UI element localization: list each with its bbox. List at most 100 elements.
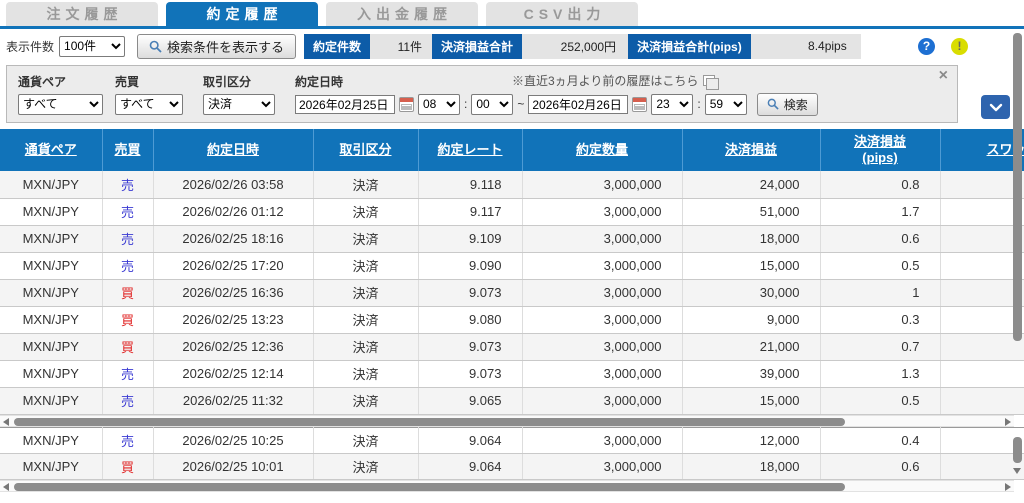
search-icon (767, 98, 779, 110)
cell-swap (940, 306, 1024, 334)
column-header-sort[interactable]: 約定日時 (153, 129, 314, 171)
display-count-select[interactable]: 100件 (59, 35, 126, 57)
scroll-down-arrow-icon[interactable] (1013, 468, 1021, 474)
cell-datetime: 2026/02/25 12:14 (153, 360, 314, 388)
display-count-label: 表示件数 (6, 39, 55, 54)
cell-quantity: 3,000,000 (522, 333, 683, 361)
column-header-sort[interactable]: スワップ (940, 129, 1024, 171)
cell-quantity: 3,000,000 (522, 252, 683, 280)
cell-swap (940, 360, 1024, 388)
tab-label: 注文履歴 (46, 6, 123, 22)
cell-rate: 9.080 (418, 306, 523, 334)
table-row[interactable]: MXN/JPY 買 2026/02/25 12:36 決済 9.073 3,00… (0, 333, 1024, 361)
datetime-filter-label: 約定日時 (295, 74, 344, 89)
horizontal-scrollbar-thumb[interactable] (14, 482, 845, 491)
cell-datetime: 2026/02/25 10:01 (153, 453, 314, 480)
pair-filter-select[interactable]: すべて (18, 93, 103, 115)
hour-to-select[interactable]: 23 (651, 93, 694, 115)
minute-from-select[interactable]: 00 (471, 93, 514, 115)
date-from-input[interactable] (295, 94, 395, 114)
cell-pair: MXN/JPY (0, 453, 103, 480)
table-row[interactable]: MXN/JPY 売 2026/02/25 12:14 決済 9.073 3,00… (0, 360, 1024, 388)
scroll-right-arrow-icon[interactable] (1005, 417, 1011, 426)
cell-pips: 0.5 (820, 387, 941, 415)
column-header-sort[interactable]: 約定レート (418, 129, 523, 171)
cell-pips: 1.3 (820, 360, 941, 388)
minute-to-select[interactable]: 59 (704, 93, 747, 115)
column-header-sort[interactable]: 通貨ペア (0, 129, 103, 171)
scroll-left-arrow-icon[interactable] (3, 417, 9, 426)
calendar-icon[interactable] (399, 96, 414, 112)
cell-type: 決済 (313, 171, 419, 199)
table-row[interactable]: MXN/JPY 売 2026/02/25 11:32 決済 9.065 3,00… (0, 387, 1024, 415)
column-header-sort[interactable]: 決済損益 (pips) (820, 129, 941, 171)
time-colon: : (464, 97, 468, 111)
calendar-icon[interactable] (632, 96, 648, 112)
table-row[interactable]: MXN/JPY 売 2026/02/26 03:58 決済 9.118 3,00… (0, 171, 1024, 199)
executions-table: 通貨ペア 売買 約定日時 取引区分 (0, 129, 1024, 415)
summary-stats-strip: 約定件数 11件 決済損益合計 252,000円 決済損益合計(pips) 8.… (304, 33, 861, 59)
horizontal-scrollbar-thumb[interactable] (14, 417, 845, 426)
table-row[interactable]: MXN/JPY 売 2026/02/25 10:25 決済 9.064 3,00… (0, 427, 1024, 454)
column-header-sort[interactable]: 売買 (102, 129, 154, 171)
help-icon[interactable]: ? (918, 37, 935, 55)
search-button[interactable]: 検索 (756, 92, 818, 116)
column-header-sort[interactable]: 決済損益 (682, 129, 821, 171)
alert-icon[interactable]: ! (951, 37, 968, 55)
table-row[interactable]: MXN/JPY 買 2026/02/25 13:23 決済 9.080 3,00… (0, 306, 1024, 334)
collapse-filter-button[interactable] (981, 95, 1010, 119)
search-filter-panel: 通貨ペア 売買 取引区分 約定日時 すべて すべて 決済 08 : 00 ~ 2… (6, 65, 958, 123)
cell-datetime: 2026/02/25 17:20 (153, 252, 314, 280)
table-row[interactable]: MXN/JPY 売 2026/02/25 18:16 決済 9.109 3,00… (0, 225, 1024, 253)
side-filter-select[interactable]: すべて (115, 93, 183, 115)
cell-datetime: 2026/02/25 16:36 (153, 279, 314, 307)
horizontal-scrollbar (0, 414, 1014, 427)
table-row[interactable]: MXN/JPY 買 2026/02/25 10:01 決済 9.064 3,00… (0, 453, 1024, 480)
cell-pair: MXN/JPY (0, 225, 103, 253)
history-tab[interactable]: 約定履歴 (166, 2, 318, 26)
search-conditions-toggle-button[interactable]: 検索条件を表示する (137, 33, 297, 59)
column-header-label: 決済損益 (724, 142, 777, 157)
cell-side: 買 (102, 306, 154, 334)
close-icon[interactable]: × (938, 67, 948, 84)
cell-pair: MXN/JPY (0, 306, 103, 334)
executions-table-bottom: MXN/JPY 売 2026/02/25 10:25 決済 9.064 3,00… (0, 426, 1024, 480)
history-tab[interactable]: 注文履歴 (6, 2, 158, 26)
table-row[interactable]: MXN/JPY 売 2026/02/25 17:20 決済 9.090 3,00… (0, 252, 1024, 280)
vertical-scrollbar-thumb[interactable] (1013, 437, 1022, 463)
history-tab[interactable]: 入出金履歴 (326, 2, 478, 26)
table-body-bottom: MXN/JPY 売 2026/02/25 10:25 決済 9.064 3,00… (0, 427, 1024, 480)
table-body-main: MXN/JPY 売 2026/02/26 03:58 決済 9.118 3,00… (0, 171, 1024, 415)
cell-quantity: 3,000,000 (522, 306, 683, 334)
open-window-icon[interactable] (703, 75, 720, 90)
date-to-input[interactable] (528, 94, 629, 114)
range-tilde: ~ (517, 97, 525, 111)
cell-side: 売 (102, 252, 154, 280)
history-tab[interactable]: CSV出力 (486, 2, 638, 26)
scroll-left-arrow-icon[interactable] (3, 482, 9, 491)
scroll-right-arrow-icon[interactable] (1005, 482, 1011, 491)
table-row[interactable]: MXN/JPY 売 2026/02/26 01:12 決済 9.117 3,00… (0, 198, 1024, 226)
cell-side: 売 (102, 387, 154, 415)
cell-quantity: 3,000,000 (522, 198, 683, 226)
cell-datetime: 2026/02/25 11:32 (153, 387, 314, 415)
cell-pair: MXN/JPY (0, 198, 103, 226)
table-row[interactable]: MXN/JPY 買 2026/02/25 16:36 決済 9.073 3,00… (0, 279, 1024, 307)
column-header-sort[interactable]: 取引区分 (313, 129, 419, 171)
type-filter-select[interactable]: 決済 (203, 93, 275, 115)
table-header: 通貨ペア 売買 約定日時 取引区分 (0, 129, 1024, 171)
cell-type: 決済 (313, 279, 419, 307)
cell-quantity: 3,000,000 (522, 387, 683, 415)
column-header-sort[interactable]: 約定数量 (522, 129, 683, 171)
vertical-scrollbar-thumb[interactable] (1013, 33, 1022, 341)
pl-total-pips-badge: 決済損益合計(pips) (628, 33, 751, 59)
cell-datetime: 2026/02/26 03:58 (153, 171, 314, 199)
side-filter-label: 売買 (115, 74, 140, 89)
hour-from-select[interactable]: 08 (418, 93, 460, 115)
cell-pips: 0.6 (820, 453, 941, 480)
cell-rate: 9.118 (418, 171, 523, 199)
cell-type: 決済 (313, 360, 419, 388)
search-button-label: 検索 (783, 97, 808, 112)
cell-datetime: 2026/02/25 10:25 (153, 427, 314, 454)
cell-datetime: 2026/02/25 13:23 (153, 306, 314, 334)
